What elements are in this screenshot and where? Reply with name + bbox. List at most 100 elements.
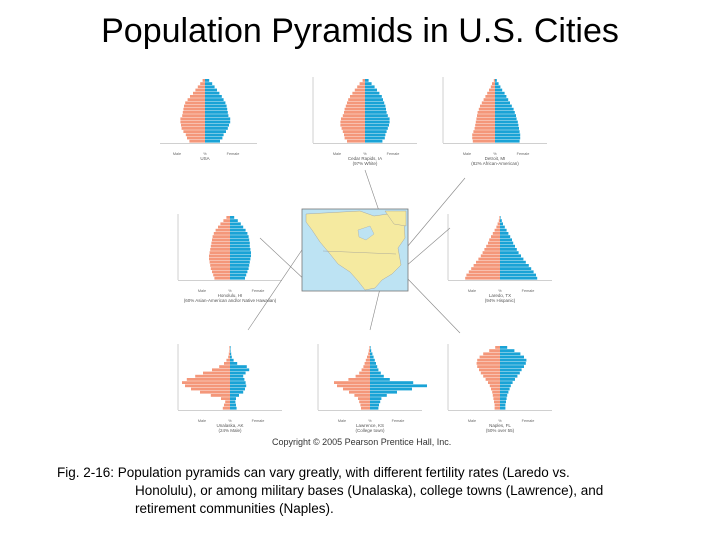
male-bar: [483, 352, 500, 356]
female-bar: [365, 95, 382, 98]
female-bar: [495, 98, 509, 101]
female-bar: [365, 91, 380, 95]
female-bar: [500, 276, 538, 280]
female-bar: [230, 384, 247, 388]
male-bar: [187, 136, 205, 140]
male-bar: [488, 241, 500, 245]
female-bar: [495, 101, 510, 105]
female-bar: [500, 232, 509, 235]
pyramid-naples: Male% Female Naples, FL(50% over 55): [447, 344, 552, 433]
female-bar: [370, 403, 379, 407]
male-bar: [485, 95, 495, 98]
male-bar: [182, 114, 205, 117]
female-bar: [365, 101, 385, 105]
axis-side-label: Male: [468, 289, 476, 293]
male-bar: [368, 349, 370, 352]
female-bar: [500, 225, 505, 229]
male-bar: [347, 139, 365, 143]
male-bar: [354, 88, 365, 92]
female-bar: [370, 394, 387, 397]
male-bar: [209, 251, 230, 254]
male-bar: [364, 362, 370, 365]
female-bar: [500, 362, 526, 365]
female-bar: [365, 79, 369, 82]
female-bar: [365, 123, 389, 127]
female-bar: [230, 232, 248, 235]
female-bar: [500, 346, 508, 349]
female-bar: [495, 127, 519, 130]
female-bar: [365, 98, 383, 101]
female-bar: [365, 136, 385, 140]
male-bar: [182, 381, 230, 384]
female-bar: [365, 117, 390, 121]
male-bar: [344, 136, 365, 140]
female-bar: [495, 107, 514, 111]
female-bar: [365, 133, 386, 137]
male-bar: [477, 114, 495, 117]
map-greenland: [384, 210, 407, 227]
male-bar: [479, 355, 500, 359]
axis-side-label: %: [203, 152, 207, 156]
male-bar: [344, 107, 365, 111]
map-us-border: [322, 250, 397, 255]
female-bar: [495, 111, 515, 114]
male-bar: [475, 120, 495, 124]
figure-caption: Fig. 2-16: Population pyramids can vary …: [57, 464, 677, 518]
female-bar: [495, 123, 519, 127]
male-bar: [489, 384, 500, 388]
male-bar: [352, 91, 365, 95]
male-bar: [218, 225, 230, 229]
female-bar: [495, 95, 507, 98]
female-bar: [230, 219, 238, 222]
male-bar: [359, 400, 370, 404]
axis-side-label: Female: [522, 289, 535, 293]
male-bar: [185, 384, 230, 388]
female-bar: [365, 88, 377, 92]
male-bar: [494, 228, 500, 232]
male-bar: [182, 111, 205, 114]
female-bar: [495, 114, 516, 117]
female-bar: [230, 387, 245, 391]
map-hudson-bay: [357, 225, 375, 241]
male-bar: [184, 104, 205, 108]
female-bar: [230, 222, 241, 226]
male-bar: [483, 374, 500, 378]
male-bar: [189, 139, 205, 143]
female-bar: [205, 117, 231, 121]
female-bar: [230, 390, 244, 394]
male-bar: [229, 346, 230, 349]
female-bar: [500, 235, 511, 238]
male-bar: [211, 241, 230, 245]
female-bar: [205, 88, 217, 92]
female-bar: [500, 368, 522, 372]
male-bar: [476, 260, 500, 264]
female-bar: [205, 91, 220, 95]
male-bar: [344, 111, 365, 114]
male-bar: [491, 235, 500, 238]
female-bar: [230, 260, 250, 264]
female-bar: [370, 406, 379, 410]
leader-line-detroit: [401, 177, 466, 254]
leader-line-naples: [404, 275, 461, 334]
axis-side-label: %: [363, 152, 367, 156]
pyramid-detroit: Male% Female Detroit, MI(82% African-Ameri…: [442, 77, 547, 166]
male-bar: [492, 82, 495, 85]
male-bar: [350, 95, 365, 98]
male-bar: [195, 88, 205, 92]
pyramid-subtitle: (50% over 55): [486, 428, 515, 433]
male-bar: [212, 368, 230, 372]
male-bar: [187, 98, 205, 101]
female-bar: [365, 107, 386, 111]
male-bar: [193, 91, 205, 95]
male-bar: [225, 400, 230, 404]
male-bar: [490, 85, 495, 89]
female-bar: [205, 139, 220, 143]
female-bar: [365, 130, 387, 133]
female-bar: [500, 358, 527, 362]
male-bar: [489, 88, 495, 92]
male-bar: [183, 130, 205, 133]
female-bar: [500, 273, 536, 277]
male-bar: [220, 222, 230, 226]
male-bar: [221, 397, 230, 400]
female-bar: [230, 368, 250, 372]
